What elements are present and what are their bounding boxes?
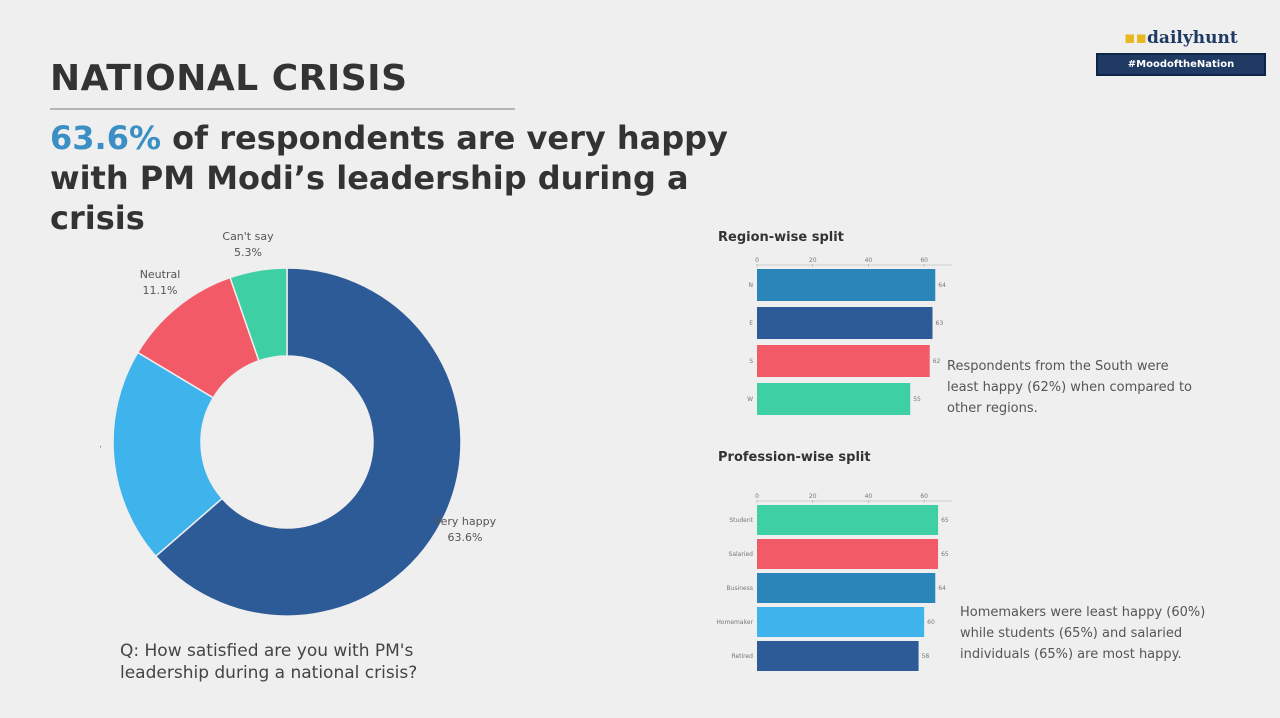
survey-question: Q: How satisfied are you with PM's leade…: [120, 641, 418, 683]
value-label-e: 63: [936, 320, 944, 327]
brand-tag: #MoodoftheNation: [1096, 53, 1266, 76]
bar-homemaker: [757, 607, 925, 637]
profession-note: Homemakers were least happy (60%) while …: [960, 605, 1206, 662]
bar-business: [757, 573, 936, 603]
value-label-business: 64: [938, 585, 946, 592]
value-label-student: 65: [941, 517, 949, 524]
x-tick-label: 0: [755, 493, 759, 500]
slice-label-very-happy: Very happy: [434, 515, 497, 528]
value-label-w: 55: [913, 396, 921, 403]
slice-value-can-t-say: 5.3%: [234, 246, 262, 259]
title-divider: [50, 108, 515, 110]
value-label-salaried: 65: [941, 551, 949, 558]
bar-retired: [757, 641, 919, 671]
value-label-n: 64: [938, 282, 946, 289]
slice-label-can-t-say: Can't say: [222, 230, 274, 243]
profession-bar-chart: 0 20 40 60 Student 65 Salaried 65 Business 64 Home…: [716, 493, 952, 671]
bar-n: [757, 269, 936, 301]
category-label-business: Business: [727, 585, 753, 592]
donut-slice-can-t-say: [229, 267, 288, 362]
donut-slice-very-happy: [154, 267, 462, 617]
x-tick-label: 40: [865, 257, 873, 264]
value-label-s: 62: [933, 358, 941, 365]
bar-s: [757, 345, 930, 377]
profession-chart-title: Profession-wise split: [718, 450, 871, 465]
category-label-retired: Retired: [732, 653, 754, 660]
donut-slice-bit-happy: [112, 351, 224, 558]
bar-student: [757, 505, 939, 535]
region-note: Respondents from the South were least ha…: [947, 359, 1193, 416]
region-bar-chart: 0 20 40 60 N 64 E 63 S 62 W 55: [747, 257, 952, 415]
headline-text: of respondents are very happy with PM Mo…: [50, 119, 728, 237]
logo-text: dailyhunt: [1147, 28, 1238, 48]
headline-highlight: 63.6%: [50, 119, 162, 157]
bar-salaried: [757, 539, 939, 569]
x-tick-label: 0: [755, 257, 759, 264]
category-label-homemaker: Homemaker: [716, 619, 753, 626]
category-label-s: S: [749, 358, 753, 365]
logo-mark-icon: ▪▪: [1124, 28, 1148, 48]
category-label-student: Student: [729, 517, 753, 524]
bar-w: [757, 383, 911, 415]
value-label-homemaker: 60: [927, 619, 935, 626]
slice-value-very-happy: 63.6%: [448, 531, 483, 544]
x-tick-label: 20: [809, 493, 817, 500]
brand-logo: ▪▪dailyhunt #MoodoftheNation: [1096, 28, 1266, 80]
dailyhunt-logo: ▪▪dailyhunt: [1124, 28, 1238, 48]
x-tick-label: 60: [920, 257, 928, 264]
category-label-n: N: [749, 282, 754, 289]
slice-label-neutral: Neutral: [140, 268, 181, 281]
category-label-w: W: [747, 396, 753, 403]
headline: 63.6% of respondents are very happy with…: [50, 118, 730, 238]
page-title: NATIONAL CRISIS: [50, 58, 408, 99]
slice-label-bit-happy: Bit happy: [100, 442, 102, 455]
x-tick-label: 20: [809, 257, 817, 264]
bar-e: [757, 307, 933, 339]
category-label-e: E: [749, 320, 753, 327]
x-tick-label: 40: [865, 493, 873, 500]
x-tick-label: 60: [920, 493, 928, 500]
category-label-salaried: Salaried: [729, 551, 754, 558]
region-chart-title: Region-wise split: [718, 230, 844, 245]
value-label-retired: 58: [922, 653, 930, 660]
slice-value-neutral: 11.1%: [143, 284, 178, 297]
